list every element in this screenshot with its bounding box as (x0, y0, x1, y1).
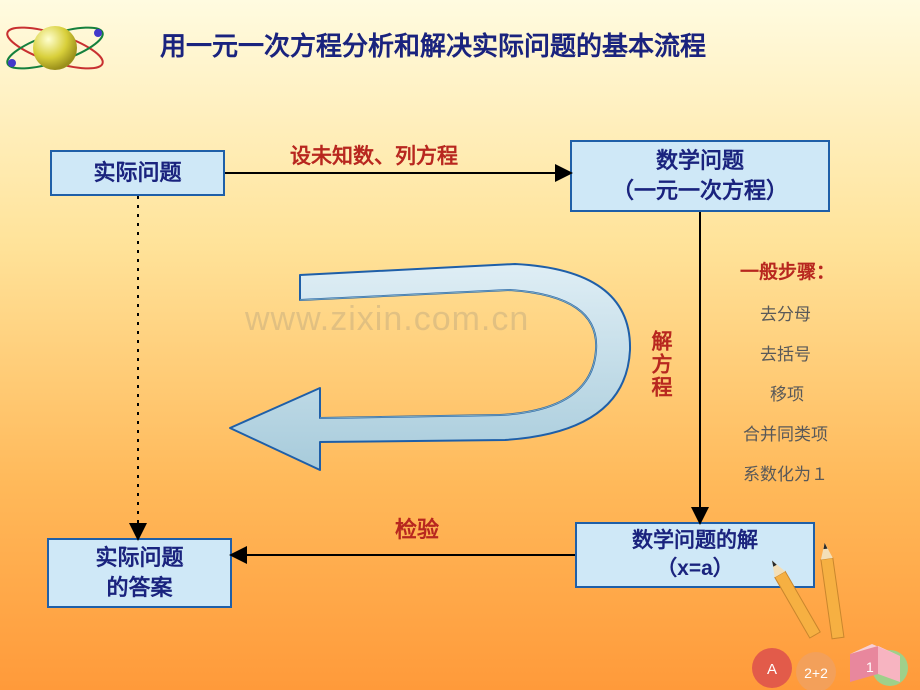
svg-text:2+2: 2+2 (804, 665, 828, 681)
step-2: 去括号 (760, 340, 811, 365)
svg-text:1: 1 (866, 659, 874, 675)
corner-art-icon: A 2+2 1 (720, 520, 920, 690)
step-1: 去分母 (760, 300, 811, 325)
step-5: 系数化为１ (743, 460, 828, 485)
svg-text:A: A (767, 661, 777, 678)
step-4: 合并同类项 (743, 420, 828, 445)
edge-label-set-unknown: 设未知数、列方程 (290, 140, 458, 170)
edge-label-solve: 解方程 (645, 330, 675, 399)
step-3: 移项 (770, 380, 804, 405)
edge-label-check: 检验 (395, 512, 439, 544)
steps-header: 一般步骤： (740, 257, 835, 284)
